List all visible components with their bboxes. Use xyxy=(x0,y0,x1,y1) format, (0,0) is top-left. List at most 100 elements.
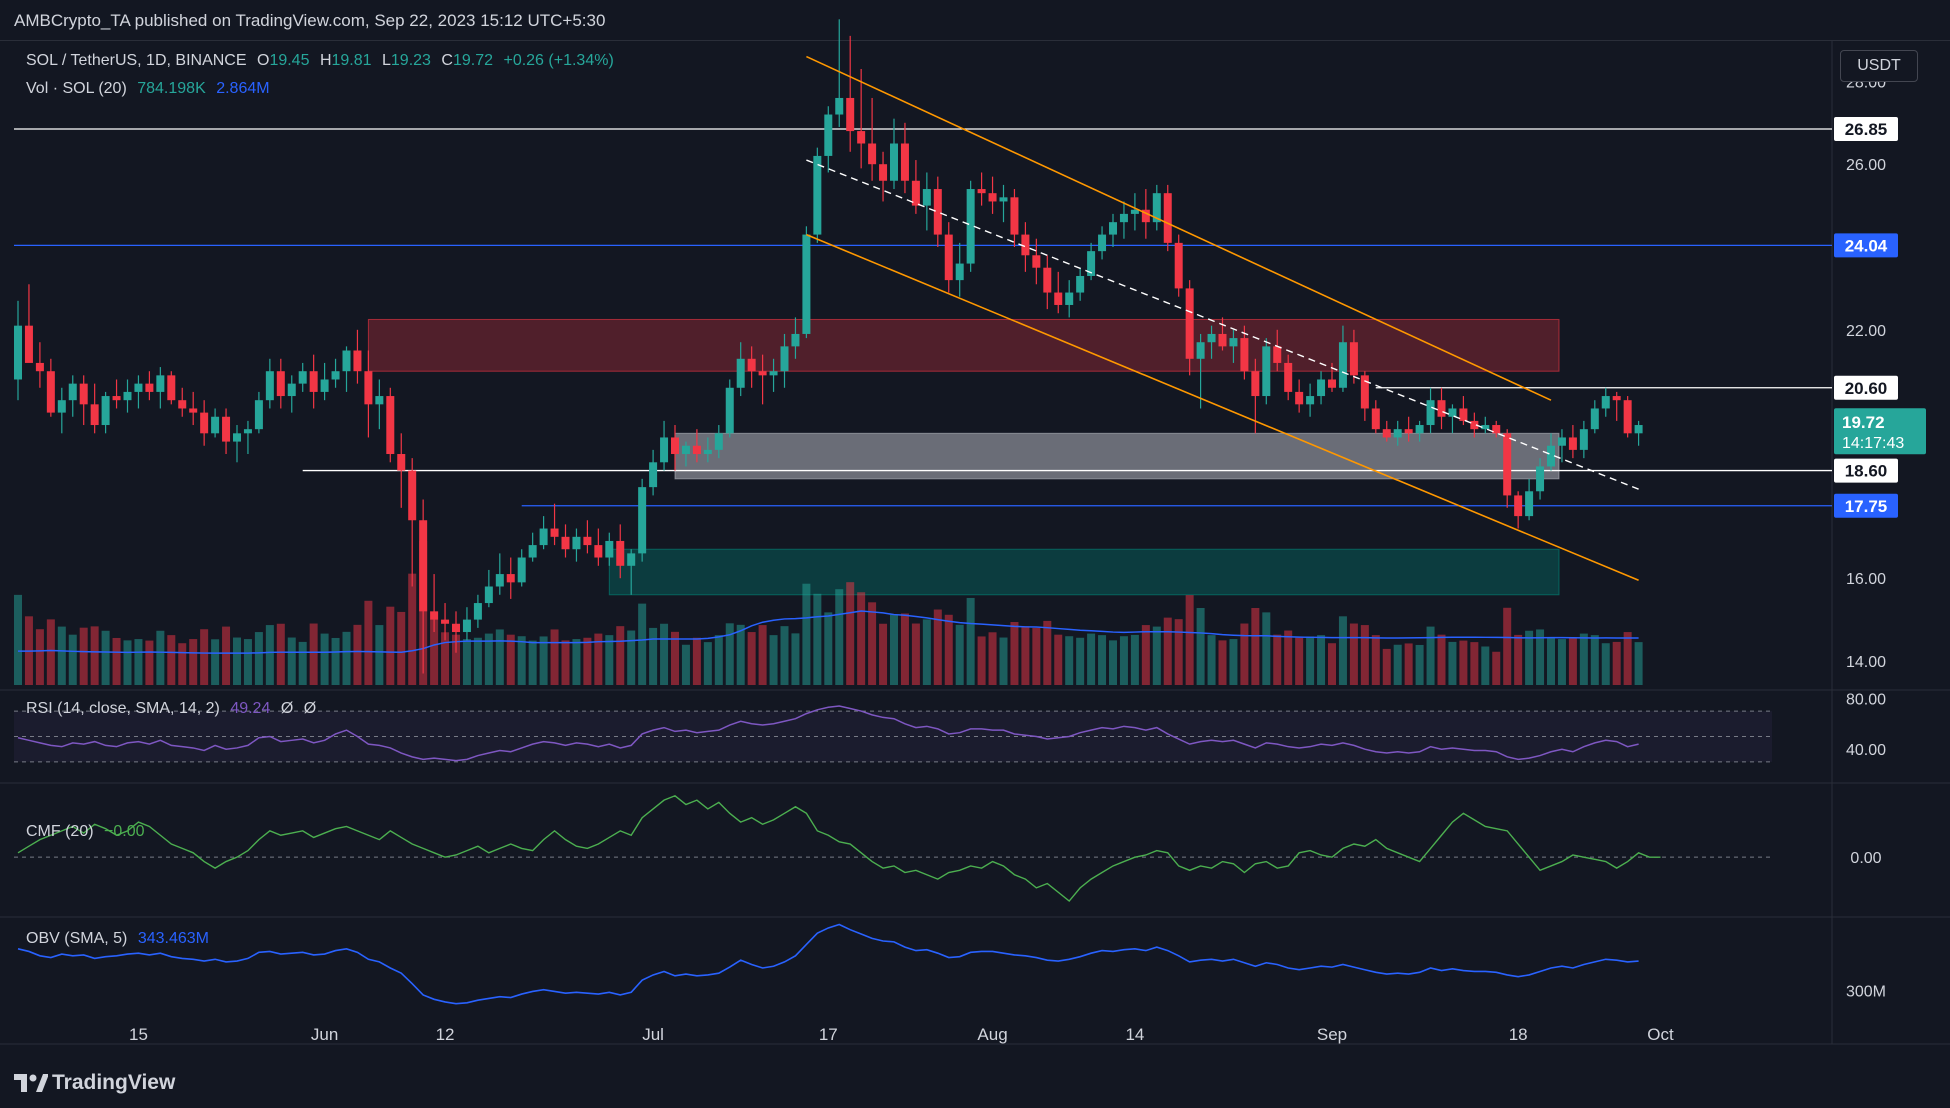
cmf-legend: CMF (20) −0.00 xyxy=(26,823,151,841)
candle-body xyxy=(222,416,231,442)
candle-body xyxy=(1371,408,1380,430)
candle xyxy=(900,122,909,194)
candle xyxy=(1568,425,1577,459)
high-label: H xyxy=(319,52,332,69)
volume-bar xyxy=(846,582,855,685)
candle xyxy=(1623,396,1632,438)
candle-body xyxy=(649,462,658,488)
rsi-extra-2: Ø xyxy=(303,700,317,717)
volume-bar xyxy=(1021,626,1030,685)
candle xyxy=(1284,354,1293,401)
candle xyxy=(375,379,384,430)
candle-body xyxy=(528,545,537,558)
candle xyxy=(966,180,975,272)
volume-bar xyxy=(495,629,504,685)
candle-body xyxy=(1568,437,1577,450)
volume-bar xyxy=(309,623,318,685)
volume-bar xyxy=(473,637,482,685)
volume-bar xyxy=(1437,634,1446,685)
candle xyxy=(791,317,800,359)
candle-body xyxy=(1338,342,1347,388)
candle-body xyxy=(857,131,866,144)
volume-bar xyxy=(408,573,417,685)
volume-bar xyxy=(1196,608,1205,685)
candle xyxy=(1010,189,1019,248)
candle xyxy=(561,524,570,558)
volume-bar xyxy=(1415,644,1424,685)
candle-body xyxy=(703,449,712,455)
candle-body xyxy=(594,545,603,558)
candle-body xyxy=(879,164,888,181)
volume-bar xyxy=(1185,595,1194,685)
volume-bar xyxy=(167,635,176,685)
candle-body xyxy=(506,574,515,583)
volume-bar xyxy=(1525,630,1534,685)
candle-body xyxy=(660,437,669,463)
candle-body xyxy=(178,400,187,409)
volume-bar xyxy=(243,639,252,685)
candle xyxy=(1404,416,1413,442)
currency-button[interactable]: USDT xyxy=(1840,50,1918,82)
candle xyxy=(276,358,285,409)
volume-bar xyxy=(211,639,220,685)
chart-canvas[interactable]: 26.8524.0420.6018.6017.7528.0026.0022.00… xyxy=(0,0,1950,1056)
candle-body xyxy=(1021,234,1030,256)
candle-body xyxy=(1141,209,1150,223)
candle-body xyxy=(1404,429,1413,434)
volume-bar xyxy=(1338,616,1347,685)
candle-body xyxy=(123,391,132,401)
candle-body xyxy=(605,540,614,558)
volume-bar xyxy=(725,623,734,685)
candle xyxy=(134,375,143,409)
low-label: L xyxy=(382,52,391,69)
volume-legend: Vol · SOL (20) 784.198K 2.864M xyxy=(26,80,276,98)
volume-value: 784.198K xyxy=(137,80,206,97)
candle xyxy=(1152,184,1161,231)
zone-support xyxy=(674,432,1560,480)
candle xyxy=(1240,325,1249,380)
volume-bar xyxy=(1251,608,1260,685)
candle-body xyxy=(725,387,734,434)
candle xyxy=(35,342,44,388)
candle-body xyxy=(353,350,362,372)
last-price-value: 19.72 xyxy=(1842,413,1885,432)
candle-body xyxy=(627,553,636,566)
volume-bar xyxy=(320,633,329,685)
candle-body xyxy=(331,371,340,380)
candle-body xyxy=(681,445,690,455)
volume-bar xyxy=(441,632,450,685)
volume-bar xyxy=(1393,644,1402,685)
candle xyxy=(506,557,515,599)
volume-bar xyxy=(1328,643,1336,685)
volume-bar xyxy=(813,593,822,685)
candle-body xyxy=(1601,396,1610,409)
candle xyxy=(1492,420,1501,438)
candle-body xyxy=(1525,491,1534,517)
volume-bar xyxy=(1152,626,1161,685)
volume-bar xyxy=(57,626,66,685)
candle-body xyxy=(1032,255,1041,268)
volume-bar xyxy=(189,639,198,685)
volume-bar xyxy=(298,641,307,685)
candle xyxy=(156,367,165,409)
candle-body xyxy=(276,371,285,397)
obv-label: OBV (SMA, 5) xyxy=(26,930,128,947)
candle xyxy=(1579,420,1588,459)
low-value: 19.23 xyxy=(390,52,431,69)
time-tick-label: 17 xyxy=(819,1025,838,1044)
candle xyxy=(342,346,351,392)
candle xyxy=(1043,255,1052,310)
candle-body xyxy=(1492,425,1501,434)
candle xyxy=(462,607,471,641)
candle xyxy=(1557,429,1566,463)
candle-body xyxy=(813,155,822,235)
candle-body xyxy=(1229,338,1238,347)
candle-body xyxy=(243,429,252,434)
candle-body xyxy=(955,263,964,281)
volume-bar xyxy=(769,635,778,685)
volume-bar xyxy=(988,632,997,685)
volume-bar xyxy=(1229,639,1238,685)
candle xyxy=(638,478,647,562)
volume-bar xyxy=(1612,641,1621,685)
candle-body xyxy=(824,114,833,156)
